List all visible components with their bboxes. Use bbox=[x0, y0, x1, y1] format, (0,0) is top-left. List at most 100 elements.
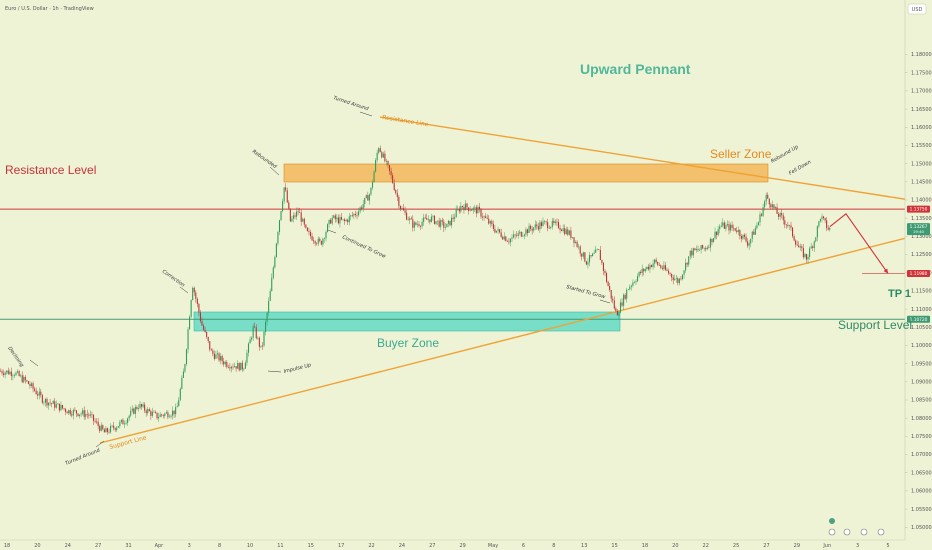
candle bbox=[203, 323, 205, 331]
candle bbox=[733, 224, 735, 232]
candle bbox=[788, 224, 790, 230]
candle bbox=[86, 409, 88, 419]
candle bbox=[80, 412, 82, 417]
candle bbox=[345, 218, 347, 222]
candle bbox=[21, 371, 23, 384]
price-tick-label: 1.09000 bbox=[911, 380, 932, 386]
candle bbox=[723, 220, 725, 230]
time-tick-label: 5 bbox=[886, 543, 889, 549]
candle bbox=[402, 204, 405, 211]
camera-icon[interactable] bbox=[828, 528, 836, 536]
candle bbox=[787, 221, 789, 228]
candle bbox=[348, 213, 350, 226]
candle bbox=[96, 418, 98, 424]
candle bbox=[647, 263, 649, 271]
candle bbox=[232, 363, 234, 370]
time-axis[interactable]: 18 20 24 27 31 Apr 3 8 10 11 15 17 22 24 27 29 May 6 8 13 15… bbox=[4, 543, 890, 549]
candle bbox=[711, 238, 713, 246]
candle bbox=[508, 237, 510, 245]
candle bbox=[463, 204, 465, 214]
support-price-badge-text: 1.10720 bbox=[910, 317, 928, 323]
settings-icon[interactable] bbox=[829, 518, 835, 524]
candle bbox=[3, 369, 5, 378]
candle bbox=[646, 266, 648, 271]
candle bbox=[314, 240, 316, 247]
candle bbox=[122, 418, 124, 425]
candle bbox=[720, 221, 722, 228]
candle bbox=[274, 255, 276, 269]
candle bbox=[199, 309, 201, 324]
price-tick-label: 1.08500 bbox=[911, 398, 932, 404]
candle bbox=[344, 217, 346, 225]
candle bbox=[282, 198, 284, 213]
candle bbox=[176, 402, 178, 408]
share-icon[interactable] bbox=[877, 528, 885, 536]
candle bbox=[674, 274, 676, 281]
candle bbox=[598, 249, 600, 251]
candle bbox=[83, 406, 85, 420]
candle bbox=[697, 245, 699, 253]
candle bbox=[609, 282, 611, 292]
zoom-icon[interactable] bbox=[843, 528, 851, 536]
price-tick-label: 1.17000 bbox=[911, 89, 932, 95]
candle bbox=[579, 245, 581, 257]
candle bbox=[469, 206, 471, 212]
currency-button[interactable] bbox=[907, 3, 927, 15]
candle bbox=[759, 211, 761, 227]
projection-layer bbox=[829, 213, 905, 274]
candle bbox=[342, 219, 344, 222]
candle bbox=[263, 330, 265, 348]
candle bbox=[373, 170, 375, 183]
candle bbox=[736, 226, 738, 234]
candle bbox=[54, 397, 56, 411]
candle bbox=[829, 226, 831, 232]
candle bbox=[296, 207, 298, 220]
candle bbox=[677, 276, 679, 286]
price-tick-label: 1.08000 bbox=[911, 416, 932, 422]
candle bbox=[650, 264, 653, 268]
candle bbox=[311, 232, 313, 242]
price-tick-label: 1.14500 bbox=[911, 180, 932, 186]
currency-label[interactable]: USD bbox=[912, 7, 923, 13]
candle bbox=[513, 230, 515, 239]
candle bbox=[595, 245, 597, 253]
candle bbox=[110, 423, 112, 434]
candle bbox=[38, 387, 40, 400]
candle bbox=[514, 233, 516, 240]
candle bbox=[486, 214, 488, 220]
candle bbox=[438, 217, 440, 228]
candle bbox=[113, 421, 115, 431]
candle bbox=[221, 354, 223, 365]
candle bbox=[451, 214, 453, 229]
candle bbox=[477, 204, 479, 214]
candle bbox=[60, 401, 62, 411]
candle bbox=[694, 247, 696, 251]
time-tick-label: Jun bbox=[822, 543, 831, 549]
candle bbox=[337, 214, 339, 225]
toolbar-icons[interactable] bbox=[828, 518, 885, 536]
candle bbox=[810, 242, 812, 249]
candle bbox=[805, 253, 808, 263]
candle bbox=[238, 362, 240, 372]
candle bbox=[289, 208, 291, 222]
candle bbox=[303, 217, 305, 228]
candle bbox=[20, 373, 22, 378]
candle bbox=[827, 224, 829, 231]
candle bbox=[440, 218, 442, 230]
candle bbox=[557, 218, 560, 230]
candle bbox=[652, 259, 654, 271]
candle bbox=[778, 211, 780, 220]
candle bbox=[804, 252, 806, 259]
candle bbox=[283, 187, 285, 204]
replay-icon[interactable] bbox=[860, 528, 868, 536]
resistance-level-label: Resistance Level bbox=[5, 163, 96, 177]
price-tick-label: 1.13500 bbox=[911, 216, 932, 222]
candle bbox=[773, 204, 775, 210]
candle bbox=[404, 206, 406, 216]
candle bbox=[699, 248, 701, 251]
candle bbox=[292, 212, 294, 223]
candle bbox=[378, 147, 380, 155]
candle bbox=[823, 215, 825, 221]
candle bbox=[685, 258, 687, 273]
candle bbox=[376, 149, 378, 163]
